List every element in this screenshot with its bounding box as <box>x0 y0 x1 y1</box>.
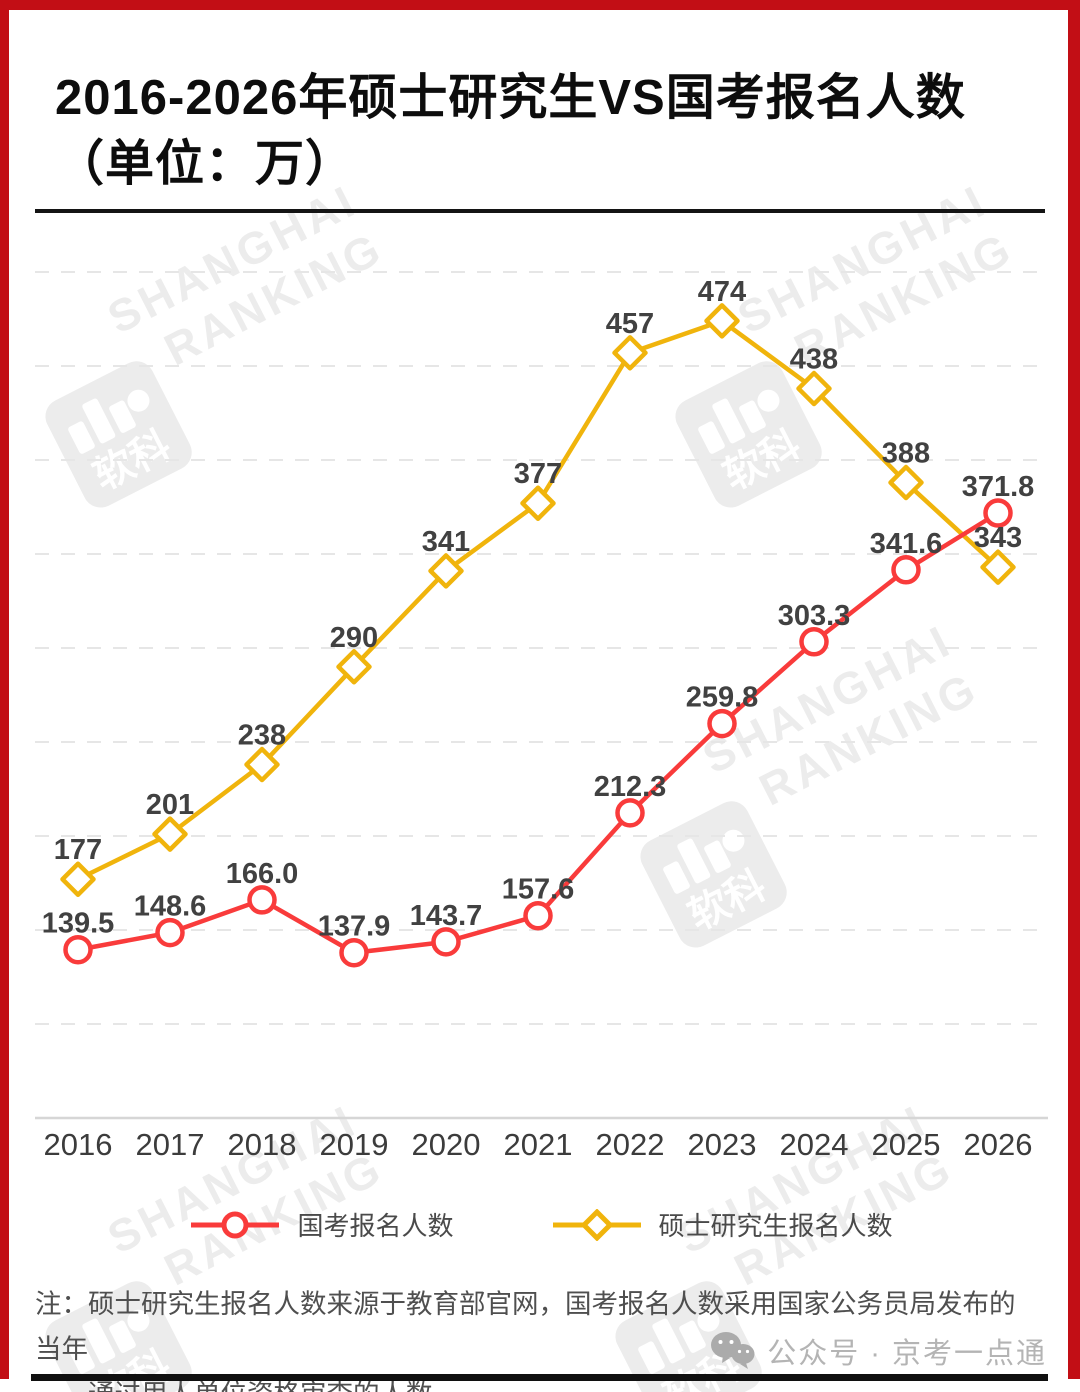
legend-marker-diamond-icon <box>552 1208 641 1241</box>
data-point-guokao-2019 <box>339 937 369 968</box>
data-point-shuoshi-2025 <box>888 464 924 501</box>
x-axis-label-2023: 2023 <box>688 1127 757 1160</box>
data-point-guokao-2025 <box>891 555 921 585</box>
data-point-guokao-2018 <box>247 885 277 915</box>
data-label-shuoshi-2021: 377 <box>514 458 562 490</box>
data-point-shuoshi-2016 <box>60 861 96 897</box>
wechat-footer: 公众号 · 京考一点通 <box>709 1330 1047 1372</box>
data-point-guokao-2023 <box>707 708 737 739</box>
data-label-shuoshi-2018: 238 <box>238 720 286 752</box>
series-line-shuoshi <box>75 318 1001 882</box>
data-label-shuoshi-2019: 290 <box>330 622 378 654</box>
data-label-guokao-2016: 139.5 <box>42 908 115 940</box>
title-line1: 2016-2026年硕士研究生VS国考报名人数 <box>55 70 966 125</box>
chart-title: 2016-2026年硕士研究生VS国考报名人数 （单位：万） <box>55 65 966 197</box>
x-axis-label-2022: 2022 <box>596 1127 665 1160</box>
chart-legend: 国考报名人数 硕士研究生报名人数 <box>0 1206 1080 1243</box>
data-label-shuoshi-2023: 474 <box>698 276 746 308</box>
x-axis-label-2017: 2017 <box>136 1127 205 1160</box>
data-point-shuoshi-2022 <box>612 335 648 371</box>
legend-label-shuoshi: 硕士研究生报名人数 <box>658 1211 893 1241</box>
data-point-guokao-2024 <box>799 627 829 657</box>
wechat-label: 公众号 · 京考一点通 <box>767 1338 1047 1370</box>
x-axis-label-2025: 2025 <box>872 1127 941 1160</box>
data-label-shuoshi-2016: 177 <box>54 834 102 866</box>
title-divider <box>35 209 1045 213</box>
data-point-shuoshi-2019 <box>336 649 372 685</box>
data-point-guokao-2017 <box>155 917 185 948</box>
data-point-guokao-2022 <box>615 798 645 828</box>
data-label-guokao-2019: 137.9 <box>318 911 391 943</box>
data-label-guokao-2024: 303.3 <box>778 600 851 632</box>
x-axis-label-2021: 2021 <box>504 1127 573 1160</box>
footnote-line1: 注：硕士研究生报名人数来源于教育部官网，国考报名人数采用国家公务员局发布的当年 <box>35 1289 1016 1364</box>
data-point-shuoshi-2017 <box>152 816 188 852</box>
data-point-shuoshi-2021 <box>520 485 556 521</box>
data-label-guokao-2025: 341.6 <box>870 528 943 560</box>
card-border-left <box>0 0 9 1379</box>
legend-item-guokao: 国考报名人数 <box>187 1206 454 1243</box>
x-axis-label-2024: 2024 <box>780 1127 849 1160</box>
legend-label-guokao: 国考报名人数 <box>297 1211 454 1241</box>
x-axis-label-2026: 2026 <box>964 1127 1033 1160</box>
data-label-guokao-2017: 148.6 <box>134 891 207 923</box>
x-axis-label-2018: 2018 <box>228 1127 297 1160</box>
legend-marker-circle-icon <box>191 1211 280 1238</box>
title-line2-unit: （单位：万） <box>55 136 356 191</box>
wechat-icon <box>711 1332 755 1369</box>
card-border-top <box>0 0 1080 10</box>
data-point-shuoshi-2020 <box>428 553 464 589</box>
data-point-guokao-2016 <box>63 934 93 965</box>
data-point-shuoshi-2023 <box>704 303 740 339</box>
data-label-guokao-2022: 212.3 <box>594 771 667 803</box>
x-axis-label-2020: 2020 <box>412 1127 481 1160</box>
data-point-guokao-2020 <box>431 927 461 957</box>
data-label-guokao-2020: 143.7 <box>410 900 483 932</box>
data-label-guokao-2021: 157.6 <box>502 874 575 906</box>
data-label-guokao-2023: 259.8 <box>686 682 759 714</box>
line-chart: 2016 2017 2018 2019 2020 2021 2022 2023 2024 2025… <box>35 271 1048 1160</box>
x-axis-label-2019: 2019 <box>320 1127 389 1160</box>
data-label-shuoshi-2026: 343 <box>974 522 1022 554</box>
x-axis-label-2016: 2016 <box>44 1127 113 1160</box>
bottom-bar <box>31 1374 1048 1381</box>
data-label-shuoshi-2020: 341 <box>422 526 470 558</box>
legend-item-shuoshi: 硕士研究生报名人数 <box>549 1206 893 1243</box>
data-label-shuoshi-2022: 457 <box>606 308 654 340</box>
data-label-shuoshi-2025: 388 <box>882 438 930 470</box>
data-point-shuoshi-2026 <box>980 549 1016 585</box>
data-point-guokao-2026 <box>983 498 1013 528</box>
data-label-shuoshi-2024: 438 <box>790 344 838 376</box>
data-point-shuoshi-2018 <box>244 746 280 783</box>
data-label-guokao-2026: 371.8 <box>962 471 1035 503</box>
data-point-guokao-2021 <box>523 900 553 931</box>
data-label-guokao-2018: 166.0 <box>226 858 299 890</box>
card-border-right <box>1068 0 1080 1379</box>
data-label-shuoshi-2017: 201 <box>146 789 194 821</box>
